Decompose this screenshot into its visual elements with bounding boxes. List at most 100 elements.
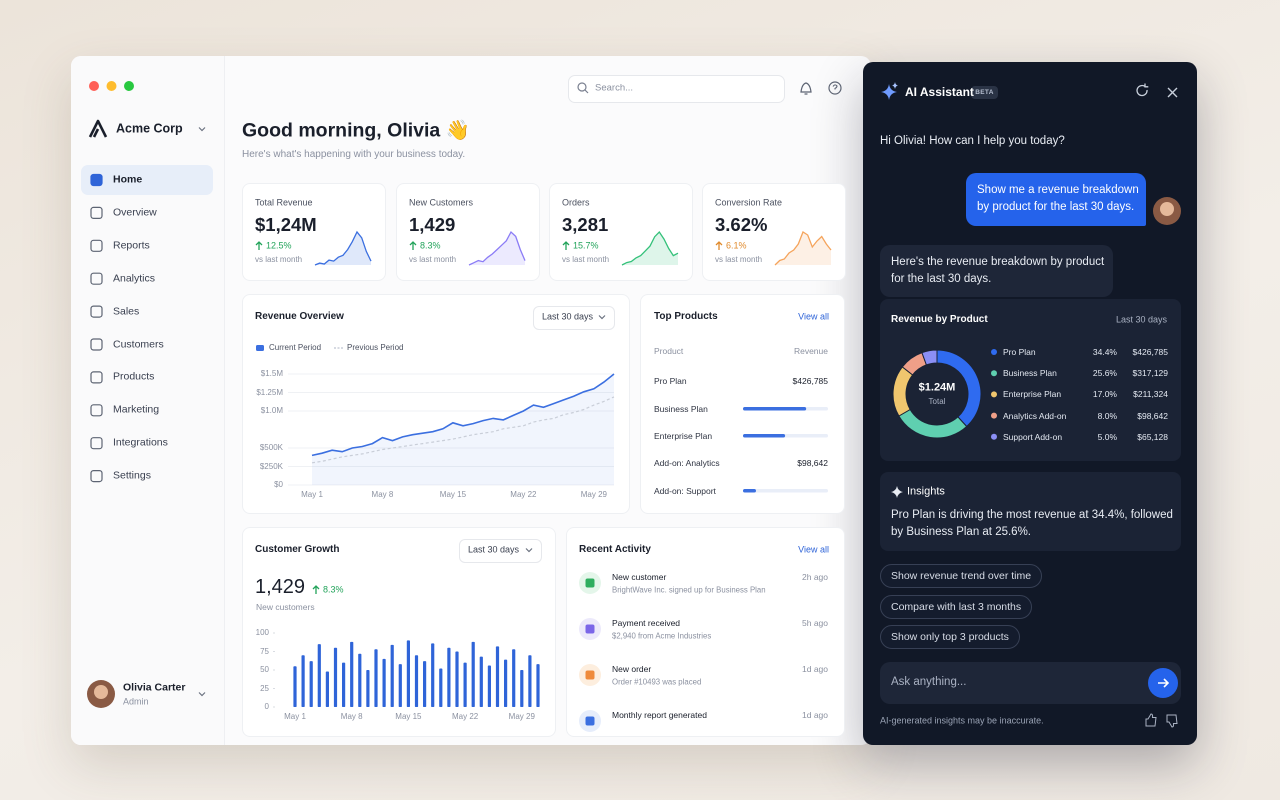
legend-label: Pro Plan — [1003, 346, 1036, 357]
activity-title: New customer — [612, 571, 667, 582]
search-input[interactable]: Search... — [595, 82, 634, 94]
card-title: Revenue by Product — [891, 314, 988, 325]
card-title: Revenue Overview — [255, 311, 344, 322]
amount-label: $426,785 — [1132, 346, 1168, 357]
product-name: Add-on: Support — [654, 485, 716, 496]
x-tick-label: May 29 — [508, 712, 535, 722]
activity-title: Payment received — [612, 617, 681, 628]
user-role: Admin — [123, 696, 149, 707]
card-title: Recent Activity — [579, 544, 651, 555]
top-products-card — [640, 294, 845, 514]
x-tick-label: May 15 — [395, 712, 422, 722]
badge-label: BETA — [975, 88, 994, 96]
y-tick-label: 75 — [260, 646, 269, 656]
kpi-value: 3.62% — [715, 213, 768, 235]
legend-label: Business Plan — [1003, 368, 1057, 379]
y-tick-label: $1.25M — [256, 387, 283, 397]
x-tick-label: May 1 — [284, 712, 306, 722]
activity-detail: BrightWave Inc. signed up for Business P… — [612, 585, 766, 595]
nav-item[interactable]: Customers — [113, 338, 164, 351]
percent-label: 8.0% — [1097, 410, 1117, 421]
chat-input — [880, 662, 1181, 704]
kpi-label: Total Revenue — [255, 197, 313, 208]
nav-item[interactable]: Integrations — [113, 436, 168, 449]
legend-label: Support Add-on — [1003, 431, 1063, 442]
nav-active-bg — [81, 165, 213, 195]
y-tick-label: 50 — [260, 665, 269, 675]
suggestion-chip[interactable]: Compare with last 3 months — [880, 594, 1033, 619]
kpi-note: vs last month — [562, 255, 610, 265]
product-name: Pro Plan — [654, 375, 687, 386]
metric-change: 8.3% — [323, 584, 344, 595]
percent-label: 25.6% — [1092, 368, 1117, 379]
nav-item[interactable]: Overview — [113, 206, 157, 219]
kpi-value: $1,24M — [255, 213, 317, 235]
donut-center-label: Total — [928, 397, 946, 407]
recent-activity-card — [566, 527, 845, 737]
y-tick-label: $250K — [259, 461, 283, 471]
percent-label: 17.0% — [1092, 389, 1117, 400]
user-message: Show me a revenue breakdown by product f… — [977, 184, 1139, 213]
activity-time: 1d ago — [802, 709, 828, 720]
activity-time: 1d ago — [802, 663, 828, 674]
kpi-note: vs last month — [255, 255, 303, 265]
badge — [971, 86, 998, 99]
legend-label: Analytics Add-on — [1003, 410, 1067, 421]
y-tick-label: $0 — [274, 480, 283, 490]
insights-title: Insights — [907, 485, 945, 498]
kpi-change: 15.7% — [573, 240, 599, 251]
nav-item[interactable]: Sales — [113, 305, 140, 318]
card-range: Last 30 days — [1115, 314, 1167, 325]
panel-title: AI Assistant — [905, 84, 974, 99]
percent-label: 34.4% — [1092, 346, 1117, 357]
activity-time: 5h ago — [802, 617, 828, 628]
x-tick-label: May 8 — [371, 490, 394, 500]
nav-item[interactable]: Home — [113, 173, 143, 186]
legend-label: Previous Period — [347, 343, 404, 353]
user-name: Olivia Carter — [123, 681, 186, 694]
range-select-label[interactable]: Last 30 days — [542, 311, 594, 322]
sidebar — [71, 56, 225, 745]
page-title: Good morning, Olivia 👋 — [242, 119, 470, 142]
product-name: Add-on: Analytics — [654, 457, 720, 468]
activity-time: 2h ago — [802, 571, 828, 582]
nav-item[interactable]: Marketing — [113, 404, 160, 416]
column-header: Product — [654, 345, 684, 356]
product-revenue: $98,642 — [797, 457, 828, 468]
product-revenue: $426,785 — [792, 375, 828, 386]
kpi-change: 8.3% — [420, 240, 441, 251]
nav-item[interactable]: Analytics — [113, 272, 156, 285]
range-select-label[interactable]: Last 30 days — [468, 544, 520, 555]
nav-item[interactable]: Reports — [113, 239, 150, 252]
insights-card — [880, 472, 1181, 551]
nav-item[interactable]: Settings — [113, 469, 151, 482]
assistant-message: Hi Olivia! How can I help you today? — [880, 135, 1065, 148]
column-header: Revenue — [793, 345, 828, 356]
percent-label: 5.0% — [1097, 431, 1117, 442]
disclaimer: AI-generated insights may be inaccurate. — [880, 715, 1044, 726]
view-all-link[interactable]: View all — [798, 311, 829, 322]
amount-label: $211,324 — [1133, 389, 1168, 400]
kpi-label: Conversion Rate — [715, 197, 783, 208]
suggestion-chip[interactable]: Show revenue trend over time — [880, 564, 1043, 588]
page-subtitle: Here's what's happening with your busine… — [242, 149, 466, 160]
suggestion-chip[interactable]: Show only top 3 products — [880, 625, 1020, 649]
kpi-value: 1,429 — [409, 213, 456, 235]
x-tick-label: May 29 — [580, 490, 607, 500]
kpi-note: vs last month — [409, 255, 457, 265]
product-name: Enterprise Plan — [654, 430, 713, 441]
assistant-message: Here's the revenue breakdown by product … — [891, 256, 1105, 285]
y-tick-label: 100 — [255, 628, 269, 638]
activity-title: Monthly report generated — [612, 709, 707, 720]
nav-item[interactable]: Products — [113, 371, 155, 384]
legend-label: Enterprise Plan — [1003, 389, 1062, 400]
assistant-bubble — [880, 245, 1113, 297]
chat-input-placeholder[interactable]: Ask anything... — [891, 676, 967, 689]
view-all-link[interactable]: View all — [798, 544, 829, 555]
metric-caption: New customers — [256, 601, 315, 612]
amount-label: $317,129 — [1132, 368, 1168, 379]
x-tick-label: May 22 — [451, 712, 479, 722]
amount-label: $65,128 — [1137, 431, 1168, 442]
activity-detail: Order #10493 was placed — [612, 677, 702, 687]
